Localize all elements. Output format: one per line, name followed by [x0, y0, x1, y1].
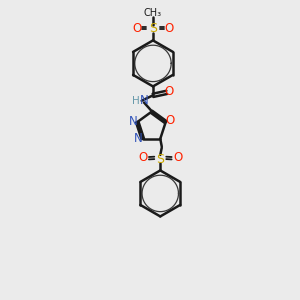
Text: N: N [128, 115, 137, 128]
Text: O: O [165, 114, 175, 127]
Text: N: N [140, 94, 148, 107]
Text: O: O [138, 151, 148, 164]
Text: CH₃: CH₃ [144, 8, 162, 18]
Text: O: O [164, 85, 174, 98]
Text: O: O [173, 151, 182, 164]
Text: O: O [133, 22, 142, 35]
Text: N: N [134, 132, 142, 145]
Text: S: S [156, 153, 164, 166]
Text: O: O [164, 22, 173, 35]
Text: H: H [132, 96, 140, 106]
Text: S: S [149, 22, 157, 35]
